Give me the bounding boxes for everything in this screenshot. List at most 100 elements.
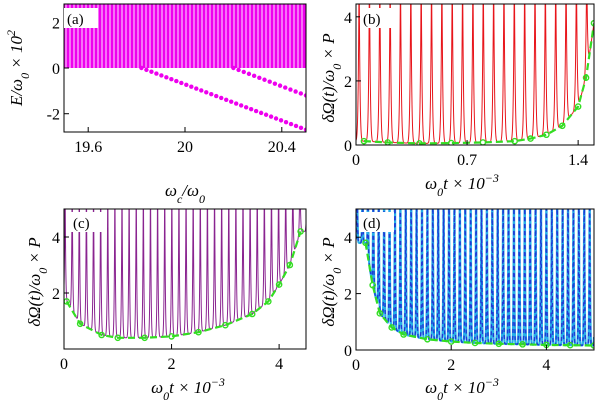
panel-a-label: (a) [67,12,84,28]
y-tick-label: 0 [344,138,352,155]
bound-state-point [303,127,306,132]
x-tick-label: 2 [447,357,455,374]
x-tick-label: 4 [275,356,283,373]
envelope-point [369,281,376,289]
x-tick-label: 0 [60,356,68,373]
bound-state-point [293,89,298,94]
panel-d-xlabel: ω0t × 10−3 [425,375,499,403]
panel-c: 0 2 4 2 4 (c) ω0t × 10−3 δΩ(t)/ω0 × P [25,208,307,403]
bound-state-point [298,91,304,96]
bound-state-point [277,83,283,88]
bound-state-point [243,105,249,110]
envelope-point [574,103,582,110]
panel-a-xlabel: ωc/ω0 [165,181,205,206]
envelope-point [114,334,122,342]
envelope-point [376,310,384,317]
envelope-point [447,139,455,145]
bound-state-point [149,69,154,74]
panel-c-ylabel: δΩ(t)/ω0 × P [25,237,50,326]
bound-state-point [179,80,184,86]
envelope-curve [363,23,594,145]
panel-b-ylabel: δΩ(t)/ω0 × P [319,33,344,122]
bound-state-point [169,77,174,82]
bound-state-point [209,91,214,97]
panel-c-label: (c) [73,216,90,232]
y-tick-label: 2 [52,286,60,303]
panel-b-label: (b) [363,12,381,28]
bound-state-point [267,79,272,84]
panel-d-ylabel: δΩ(t)/ω0 × P [319,237,344,326]
x-tick-label: 1.4 [568,152,588,169]
panel-a-ylabel: E/ω0 × 102 [4,30,32,107]
panel-b-xlabel: ω0t × 10−3 [425,171,499,199]
y-tick-label: 2 [52,15,60,32]
envelope-point [275,281,283,288]
bound-state-point [262,77,267,82]
bound-state-point [263,112,269,117]
envelope-point [543,131,550,139]
panel-d-label-bg [360,212,394,232]
x-tick-label: 20 [177,139,193,156]
bound-state-point [238,103,244,108]
bound-state-point [224,97,229,102]
x-tick-label: 20.4 [268,139,296,156]
envelope-point [168,333,175,340]
bound-state-point [288,121,294,127]
panel-c-xlabel: ω0t × 10−3 [151,375,225,403]
envelope-point [360,137,368,145]
bound-state-point [248,106,254,112]
bound-state-point [144,67,149,73]
bound-state-point [258,110,264,116]
envelope-point [479,139,487,145]
envelope-point [527,135,534,142]
bound-state-point [231,65,236,71]
panel-a: 19.6 20 20.420-2 (a) ωc/ω0 E/ω0 × 102 [4,3,307,206]
envelope-point [590,342,594,349]
panel-b-label-bg [360,8,394,28]
bound-state-point [154,71,159,76]
bound-state-point [283,120,289,125]
envelope-point [471,339,479,347]
envelope-point [582,74,590,82]
envelope-point [511,137,518,145]
bound-state-point [174,78,179,84]
x-tick-label: 0 [352,357,360,374]
envelope-point [558,122,566,130]
y-tick-label: 4 [344,10,352,27]
bound-state-point [139,65,144,71]
bound-state-point [159,73,164,78]
envelope-curve [65,231,302,339]
envelope-point [286,261,294,269]
envelope-point [98,331,105,339]
envelope-point [424,335,431,343]
bound-state-point [184,82,189,88]
panel-a-marks [64,4,306,132]
envelope-point [362,239,369,247]
envelope-point [590,19,594,27]
panel-c-label-bg [70,212,104,232]
bound-state-point [303,93,306,98]
envelope-point [416,140,423,145]
envelope-point [384,139,392,145]
panel-b-frame [355,3,595,146]
bound-state-point [229,99,234,104]
panel-b-ticks: 0 0.7 1.4 0 2 4 [344,10,588,169]
bound-state-point [199,88,204,93]
envelope-point [195,328,202,336]
bound-state-point [189,84,194,89]
panel-d-label: (d) [363,216,381,232]
bound-state-point [194,86,199,91]
envelope-point [495,340,503,348]
y-tick-label: 0 [344,343,352,360]
bound-state-point [268,114,274,119]
y-tick-label: 0 [52,61,60,78]
envelope-point [447,338,455,345]
envelope-point [265,298,272,305]
x-tick-label: 2 [168,356,176,373]
panel-d: 0 2 4 0 2 4 (d) ω0t × 10−3 δΩ(t)/ω0 × P [319,208,595,403]
bound-state-point [251,73,257,79]
bound-state-point [214,93,219,99]
bound-state-point [293,123,299,129]
x-tick-label: 0.7 [457,152,477,169]
